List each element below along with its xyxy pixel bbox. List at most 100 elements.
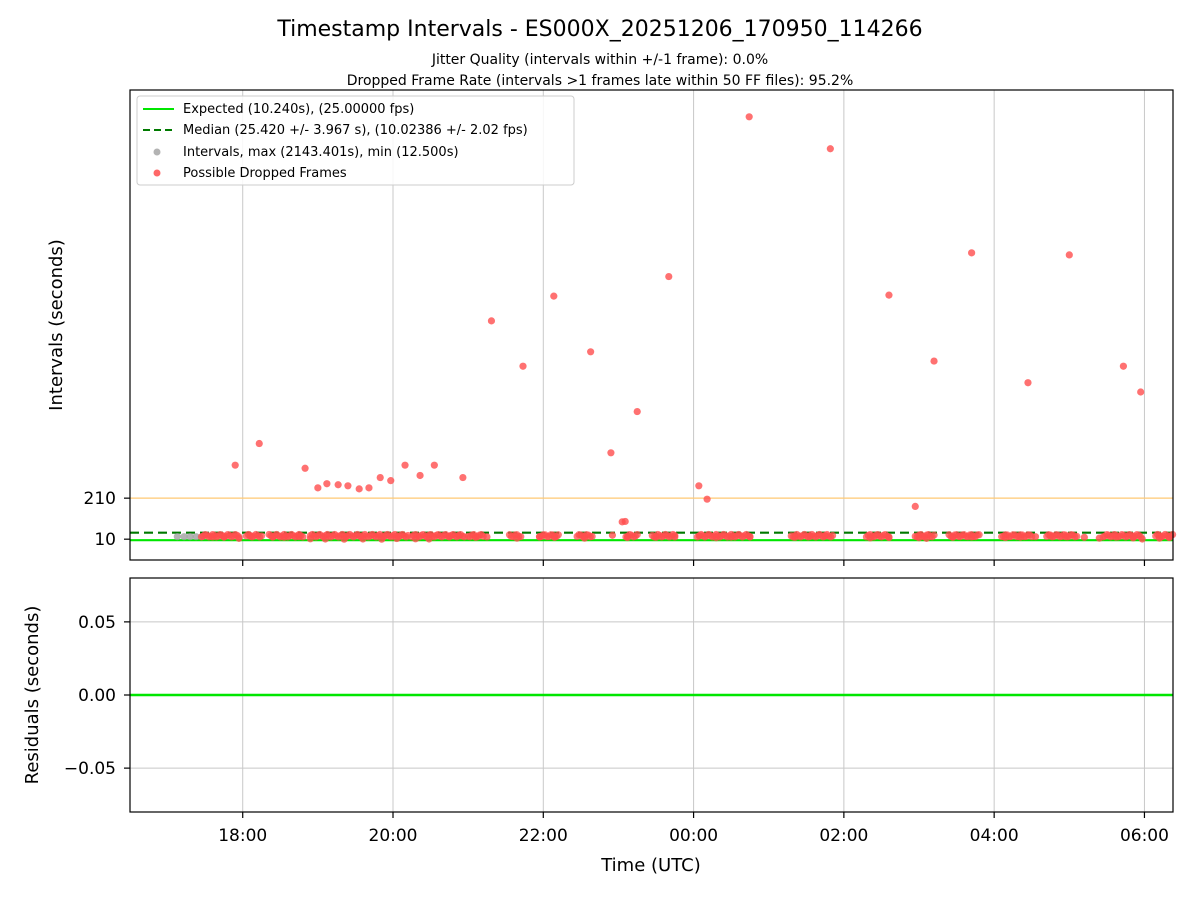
- dropped-frame-point: [1138, 535, 1146, 543]
- dropped-frame-point: [306, 535, 314, 543]
- dropped-frame-point: [826, 145, 834, 153]
- dropped-frame-point: [425, 535, 433, 543]
- dropped-frame-point: [608, 531, 617, 539]
- dropped-frame-point: [703, 495, 711, 503]
- dropped-frame-point: [255, 439, 263, 448]
- intervals-y-tick-label: 210: [84, 489, 116, 509]
- dropped-frame-point: [365, 484, 373, 492]
- dropped-frame-point: [1112, 533, 1120, 541]
- dropped-frame-point: [472, 533, 480, 541]
- legend-median-label: Median (25.420 +/- 3.967 s), (10.02386 +…: [183, 123, 528, 138]
- dropped-frame-point: [359, 535, 367, 543]
- dropped-frame-point: [235, 534, 243, 542]
- dropped-frame-point: [922, 534, 931, 542]
- dropped-frame-point: [866, 534, 874, 542]
- dropped-frame-point: [911, 502, 919, 511]
- dropped-frame-point: [975, 531, 983, 539]
- dropped-frame-point: [393, 534, 401, 543]
- dropped-frame-point: [791, 533, 799, 541]
- dropped-frame-point: [550, 533, 559, 541]
- chart-subtitle-jitter: Jitter Quality (intervals within +/-1 fr…: [431, 52, 768, 68]
- dropped-frame-point: [949, 533, 957, 541]
- dropped-frame-point: [1024, 379, 1032, 387]
- residuals-y-tick-label: −0.05: [64, 759, 116, 779]
- intervals-y-tick-label: 10: [94, 530, 116, 550]
- dropped-frame-point: [459, 473, 467, 482]
- dropped-frame-point: [1061, 533, 1070, 541]
- dropped-frame-point: [257, 532, 266, 540]
- dropped-frame-point: [535, 533, 544, 541]
- dropped-frame-point: [455, 532, 463, 540]
- dropped-frame-point: [1073, 532, 1081, 540]
- dropped-frame-point: [587, 348, 595, 356]
- interval-point: [192, 533, 200, 541]
- dropped-frame-point: [633, 407, 641, 416]
- dropped-frame-point: [712, 534, 720, 542]
- dropped-frame-point: [695, 532, 704, 540]
- legend: Expected (10.240s), (25.00000 fps) Media…: [136, 95, 575, 186]
- intervals-y-axis-label: Intervals (seconds): [46, 239, 67, 411]
- legend-dropped-marker: [153, 169, 161, 177]
- dropped-frame-point: [355, 485, 363, 493]
- dropped-frame-point: [1031, 533, 1040, 541]
- dropped-frame-point: [269, 533, 277, 541]
- x-tick-label: 20:00: [369, 826, 418, 846]
- dropped-frame-point: [513, 534, 521, 542]
- dropped-frame-point: [930, 357, 938, 365]
- dropped-frame-point: [1155, 534, 1164, 542]
- dropped-frame-point: [806, 532, 814, 541]
- dropped-frame-point: [483, 533, 491, 541]
- intervals-plot-frame: [129, 89, 1174, 561]
- dropped-frame-point: [1095, 534, 1103, 542]
- dropped-frame-point: [334, 481, 342, 489]
- dropped-frame-point: [607, 449, 615, 457]
- legend-intervals-label: Intervals, max (2143.401s), min (12.500s…: [183, 145, 459, 160]
- dropped-frame-point: [280, 533, 288, 541]
- chart-subtitle-dropped: Dropped Frame Rate (intervals >1 frames …: [347, 73, 854, 89]
- dropped-frame-point: [1016, 533, 1025, 541]
- x-tick-label: 22:00: [519, 826, 568, 846]
- dropped-frame-point: [519, 362, 527, 370]
- dropped-frame-point: [581, 534, 589, 542]
- dropped-frame-point: [321, 535, 329, 543]
- interval-point: [173, 533, 181, 541]
- residuals-y-tick-label: 0.00: [78, 686, 116, 706]
- dropped-frame-point: [968, 533, 976, 541]
- dropped-frame-point: [295, 533, 303, 541]
- dropped-frame-point: [340, 535, 348, 543]
- x-axis-label: Time (UTC): [600, 855, 701, 876]
- dropped-frame-point: [387, 477, 395, 485]
- dropped-frame-point: [1137, 388, 1145, 396]
- chart-title: Timestamp Intervals - ES000X_20251206_17…: [276, 17, 922, 42]
- dropped-frame-point: [401, 461, 409, 469]
- dropped-frame-point: [344, 482, 352, 490]
- residuals-y-tick-label: 0.05: [78, 613, 116, 633]
- x-tick-label: 18:00: [218, 826, 267, 846]
- dropped-frame-point: [1165, 533, 1173, 542]
- x-tick-label: 06:00: [1120, 826, 1169, 846]
- dropped-frame-point: [633, 530, 641, 539]
- dropped-frame-point: [885, 533, 893, 542]
- dropped-frame-point: [209, 533, 217, 541]
- legend-dropped-label: Possible Dropped Frames: [183, 166, 347, 181]
- dropped-frame-point: [695, 482, 703, 490]
- dropped-frame-point: [1080, 533, 1088, 541]
- dropped-frame-point: [671, 533, 679, 541]
- dropped-frame-point: [621, 517, 629, 526]
- dropped-frame-point: [378, 535, 386, 543]
- dropped-frame-point: [487, 317, 496, 325]
- dropped-frame-point: [323, 480, 331, 488]
- dropped-frame-point: [821, 532, 829, 540]
- dropped-frame-point: [1129, 534, 1137, 542]
- residuals-plot-area: 18:00 20:00 22:00 00:00 02:00 04:00 06:00 0.05 0…: [22, 577, 1174, 846]
- dropped-frame-point: [746, 533, 754, 541]
- dropped-frame-point: [745, 113, 753, 121]
- dropped-frame-point: [550, 292, 558, 300]
- legend-intervals-marker: [153, 148, 161, 156]
- dropped-frame-point: [915, 534, 923, 542]
- interval-point: [186, 533, 194, 541]
- dropped-frame-point: [623, 533, 632, 542]
- dropped-frame-point: [1046, 532, 1055, 540]
- dropped-frame-point: [376, 473, 384, 482]
- x-tick-label: 02:00: [819, 826, 868, 846]
